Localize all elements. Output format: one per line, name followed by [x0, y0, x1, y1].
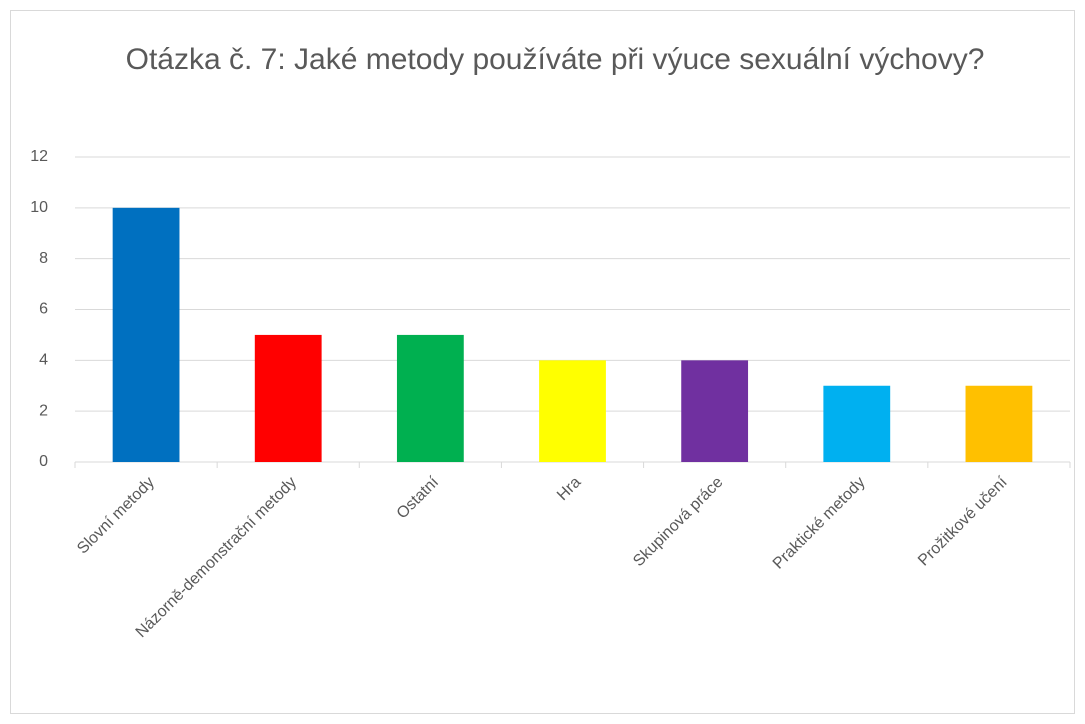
y-tick-label: 0 [39, 453, 48, 470]
bar [823, 385, 891, 462]
bar [681, 360, 749, 462]
y-tick-label: 10 [30, 199, 48, 216]
bar [112, 207, 180, 462]
bar [254, 334, 322, 462]
y-tick-label: 8 [39, 250, 48, 267]
y-tick-label: 2 [39, 402, 48, 419]
y-tick-label: 12 [30, 148, 48, 165]
chart-title: Otázka č. 7: Jaké metody používáte při v… [125, 43, 985, 76]
bar [396, 334, 464, 462]
bar [539, 360, 606, 462]
bar [965, 385, 1033, 462]
y-tick-label: 4 [39, 352, 48, 369]
y-tick-label: 6 [39, 301, 48, 318]
